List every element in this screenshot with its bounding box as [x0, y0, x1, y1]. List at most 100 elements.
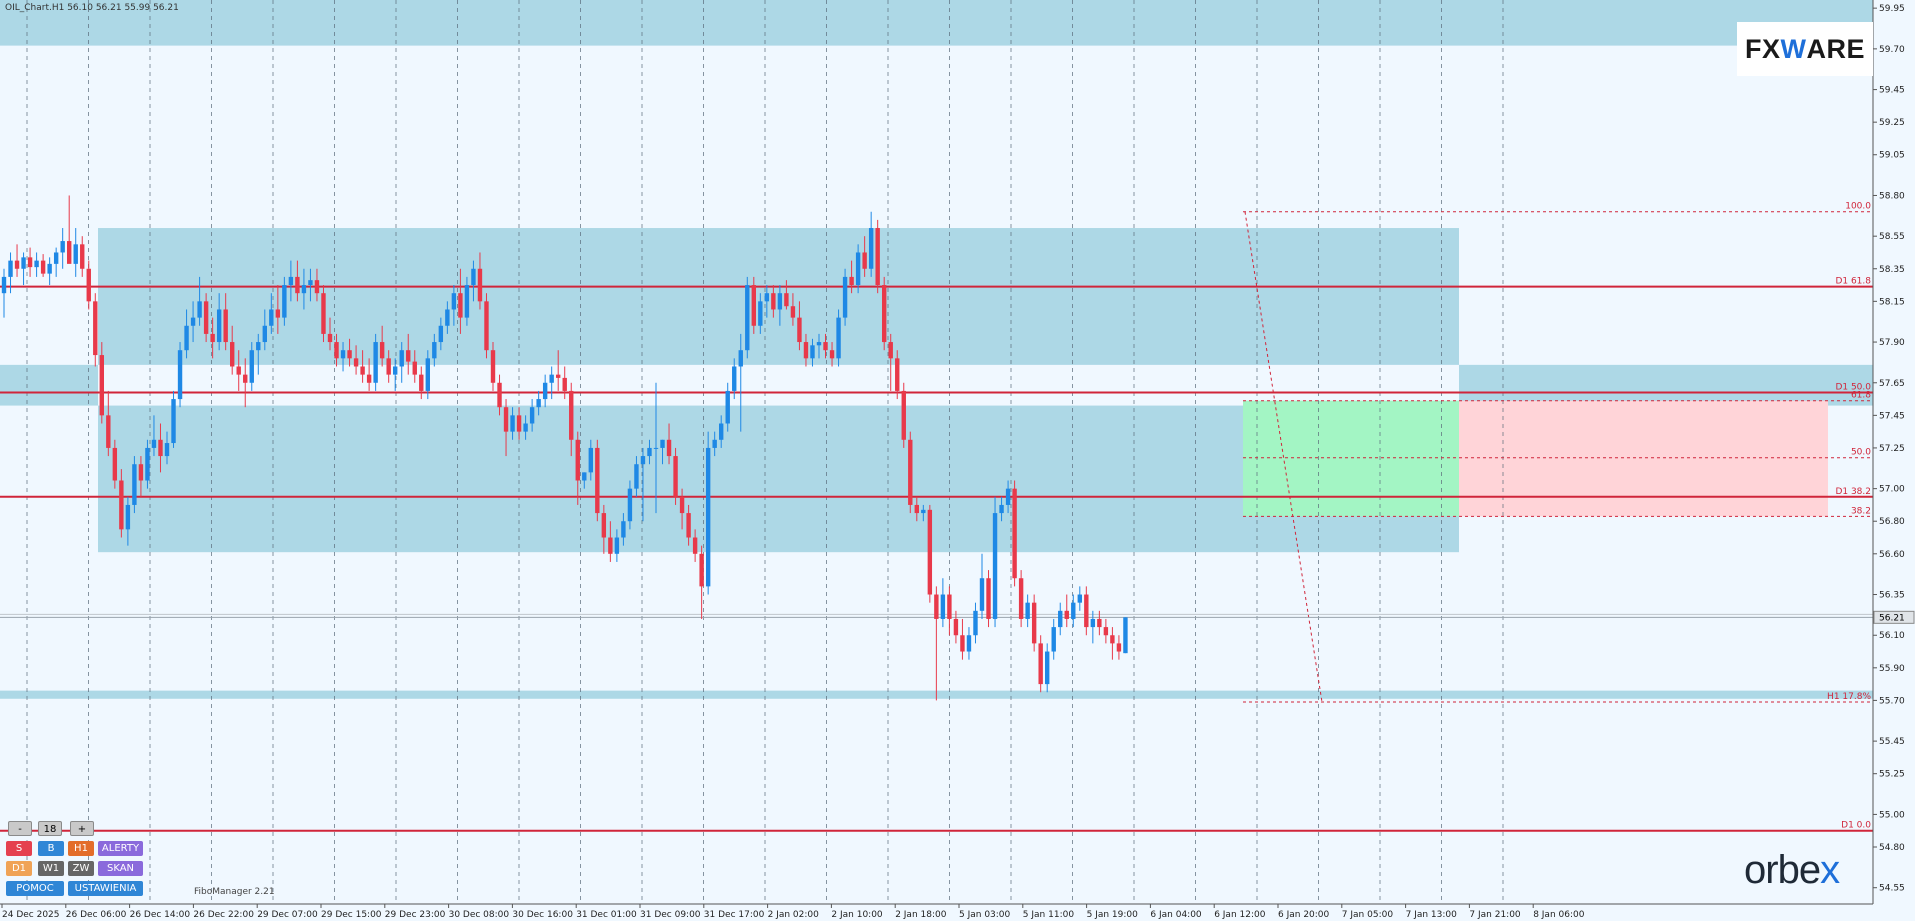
candle-body: [373, 342, 378, 383]
time-tick-label: 29 Dec 07:00: [257, 910, 318, 920]
candle: [112, 439, 118, 489]
candle: [282, 276, 287, 326]
candle-body: [406, 350, 411, 362]
time-axis-background: [0, 904, 1915, 921]
candle: [80, 236, 85, 277]
candle: [699, 545, 704, 619]
time-tick-label: 31 Dec 09:00: [640, 910, 701, 920]
candle-body: [660, 439, 665, 448]
price-tick-label: 55.00: [1879, 810, 1905, 820]
time-tick-label: 6 Jan 04:00: [1150, 910, 1202, 920]
candle-body: [562, 377, 567, 391]
alerts-button[interactable]: ALERTY: [98, 841, 143, 856]
candle-body: [86, 268, 91, 302]
candle: [549, 366, 554, 400]
candle: [986, 570, 991, 628]
candle: [1090, 610, 1096, 644]
candle: [184, 309, 189, 359]
candle: [953, 610, 959, 644]
candle-body: [940, 594, 946, 619]
candle-body: [751, 285, 756, 326]
candle: [445, 301, 450, 334]
candle: [614, 529, 620, 562]
candle-body: [608, 537, 613, 554]
candle-body: [699, 553, 704, 587]
d1-fib-label: D1 61.8: [1835, 277, 1871, 287]
candle-body: [190, 317, 196, 326]
candle: [477, 252, 483, 310]
candle-body: [549, 374, 554, 383]
timeframe-d1-button[interactable]: D1: [6, 861, 32, 876]
help-button[interactable]: POMOC: [6, 881, 64, 896]
price-tick-label: 55.45: [1879, 737, 1905, 747]
timeframe-w1-button[interactable]: W1: [38, 861, 64, 876]
price-tick-label: 56.60: [1879, 550, 1905, 560]
candle: [86, 260, 91, 310]
candle-body: [477, 268, 483, 302]
candle-body: [764, 293, 770, 302]
zw-button[interactable]: ZW: [68, 861, 94, 876]
candle: [542, 374, 548, 408]
candle: [947, 586, 952, 636]
candle-body: [999, 504, 1004, 514]
zone-rect: [1459, 364, 1873, 406]
candle: [575, 431, 580, 505]
candle: [249, 342, 254, 391]
time-tick-label: 29 Dec 23:00: [385, 910, 446, 920]
period-decrease-button[interactable]: -: [8, 821, 32, 836]
time-tick-label: 2 Jan 18:00: [895, 910, 947, 920]
buy-button[interactable]: B: [38, 841, 64, 856]
time-tick-label: 24 Dec 2025: [2, 910, 60, 920]
timeframe-h1-button[interactable]: H1: [68, 841, 94, 856]
scan-button[interactable]: SKAN: [98, 861, 143, 876]
price-tick-label: 58.15: [1879, 297, 1905, 307]
candle-body: [862, 252, 867, 269]
candle-body: [653, 447, 659, 449]
candle-body: [425, 358, 430, 391]
price-tick-label: 58.80: [1879, 191, 1905, 201]
price-tick-label: 55.25: [1879, 770, 1905, 780]
candle: [908, 431, 913, 514]
candle: [973, 602, 978, 644]
candle: [73, 228, 78, 277]
candle: [823, 333, 828, 359]
fib-trend-line: [1244, 211, 1323, 703]
candle: [875, 219, 880, 294]
sell-button[interactable]: S: [6, 841, 32, 856]
candle-body: [673, 456, 678, 497]
candle: [1071, 594, 1076, 628]
candle: [99, 342, 104, 424]
zone-rect: [0, 0, 1873, 46]
buy-zone-box: [1243, 400, 1459, 517]
candle-body: [432, 342, 437, 359]
candle: [321, 285, 326, 343]
candle: [484, 293, 489, 359]
candle-body: [119, 480, 124, 530]
fxware-logo-w: W: [1780, 33, 1807, 64]
candle-body: [908, 439, 913, 505]
candle: [256, 333, 261, 375]
candle: [93, 293, 98, 367]
candle: [764, 285, 770, 318]
period-increase-button[interactable]: +: [70, 821, 94, 836]
price-tick-label: 59.05: [1879, 151, 1905, 161]
time-tick-label: 31 Dec 01:00: [576, 910, 637, 920]
candle-body: [1051, 627, 1056, 652]
candle-body: [868, 228, 874, 269]
candle: [829, 342, 835, 367]
candle: [1123, 617, 1128, 654]
candle: [725, 382, 730, 432]
candle: [190, 301, 196, 343]
time-tick-label: 30 Dec 16:00: [512, 910, 573, 920]
candle-body: [1031, 602, 1037, 644]
candle-body: [412, 361, 417, 375]
candle: [836, 309, 841, 367]
current-price-label: 56.21: [1879, 613, 1905, 623]
candle: [53, 247, 59, 277]
indicator-name: FiboManager 2.21: [194, 887, 275, 897]
candle-body: [321, 293, 326, 334]
candle: [40, 254, 46, 277]
settings-button[interactable]: USTAWIENIA: [68, 881, 143, 896]
